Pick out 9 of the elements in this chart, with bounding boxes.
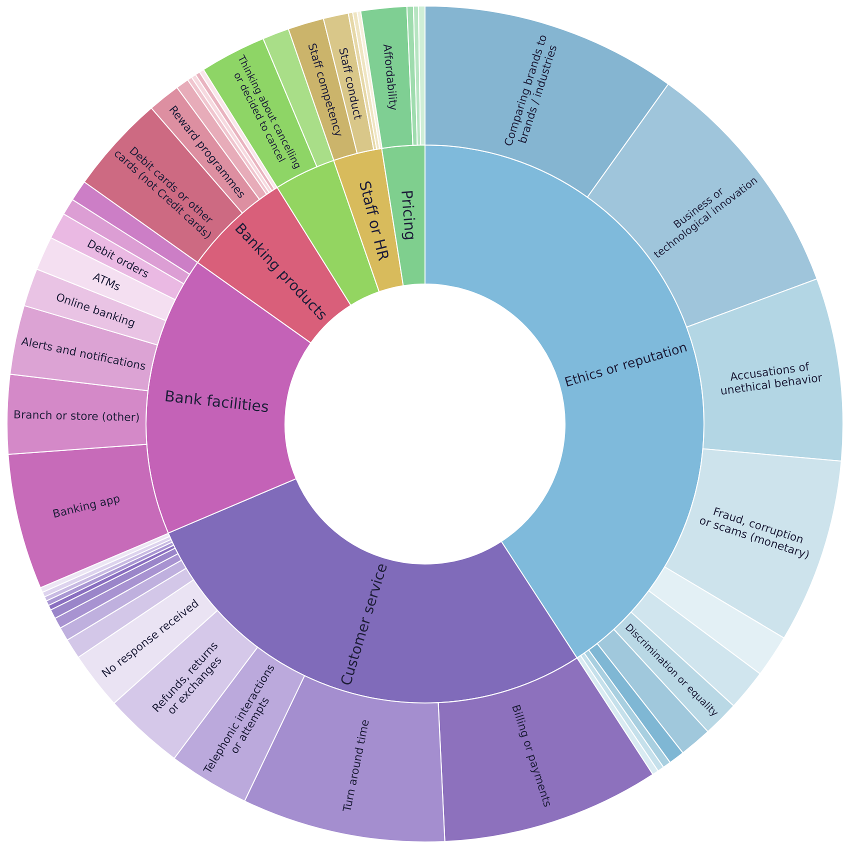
slice-label: Accusations of unethical behavior xyxy=(720,360,824,398)
slice-label: Banking app xyxy=(51,492,122,521)
slice-label: Bank facilities xyxy=(164,387,270,416)
slice-label: Staff conduct xyxy=(336,46,365,122)
slice-label: Pricing xyxy=(398,189,420,242)
slice-label: Affordability xyxy=(380,43,400,112)
slice-label: Staff or HR xyxy=(355,179,393,263)
slice-label: Turn around time xyxy=(340,718,372,814)
slice-label: Branch or store (other) xyxy=(13,408,140,424)
